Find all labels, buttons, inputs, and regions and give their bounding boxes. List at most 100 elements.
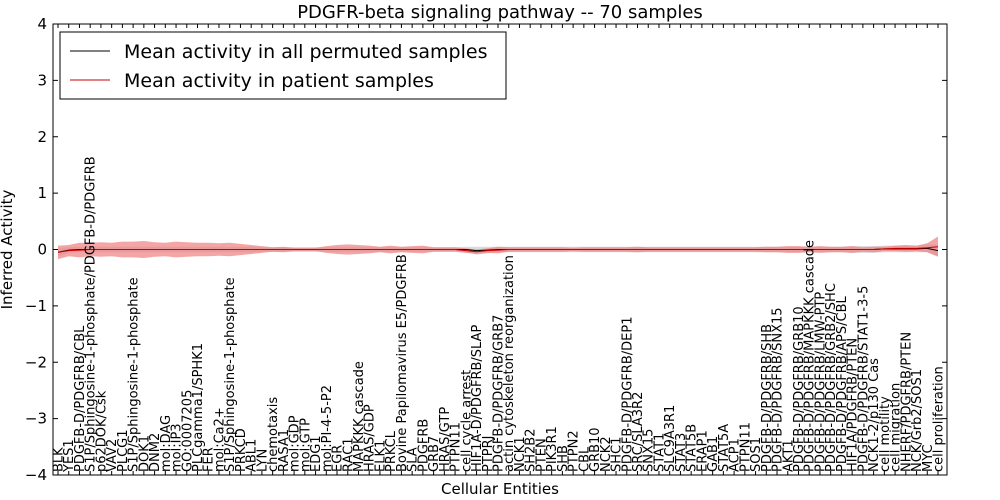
x-tick-label: S1P/Sphingosine-1-phosphate: [127, 277, 142, 472]
x-tick-label: STAT3: [674, 433, 689, 472]
x-tick-label: STAT5B: [685, 424, 700, 472]
patient-mean-line: [57, 246, 939, 253]
x-tick-label: cell motility: [878, 396, 893, 472]
x-tick-label: LYN: [255, 449, 270, 472]
x-tick-label: PDGFB-D/PDGFRB/GRB2/SHC: [824, 283, 839, 472]
x-tick-label: p62DOK/Csk: [94, 390, 109, 472]
x-tick-label: PDGFB-D/PDGFRB/LMW-PTP: [814, 292, 829, 472]
x-tick-label: PDGFB-D/PDGFRB/MAPKKK cascade: [803, 240, 818, 472]
x-tick-label: NCK1-2/p130 Cas: [867, 358, 882, 472]
x-tick-label: MYC: [921, 444, 936, 472]
x-tick-label: STAT5A: [717, 424, 732, 472]
x-tick-label: SLA: [406, 447, 421, 472]
x-tick-label: GO:0007205: [180, 390, 195, 472]
x-tick-label: S1P/Sphingosine-1-phosphate/PDGFB-D/PDGF…: [84, 156, 99, 472]
x-tick-label: PDGFB-D/PDGFRB/DEP1: [620, 317, 635, 472]
x-tick-label: ABL1: [245, 439, 260, 472]
x-tick-label: HIF1A-D/PDGFRB/SLAP: [470, 325, 485, 472]
x-axis: BLKYES1PDGFB-D/PDGFRB/CBLS1P/Sphingosine…: [52, 24, 947, 475]
x-tick-label: ACP1: [728, 438, 743, 472]
x-tick-label: actin cytoskeleton reorganization: [502, 255, 517, 472]
x-tick-label: ERAP1: [695, 430, 710, 472]
x-tick-label: PDGFB-D/PDGFRB/GRB10: [792, 306, 807, 472]
x-tick-label: cell cycle arrest: [459, 370, 474, 472]
x-tick-label: NHERF/PDGFRB/PTEN: [899, 332, 914, 472]
x-tick-label: PDGFB-D/PDGFRB/SHB: [760, 324, 775, 472]
x-tick-label: S1P/Sphingosine-1-phosphate: [223, 277, 238, 472]
x-tick-label: NCK2: [599, 436, 614, 472]
x-tick-label: EDG1: [309, 435, 324, 472]
y-tick-label: 0: [37, 241, 47, 259]
x-tick-label: NCK1: [513, 436, 528, 472]
x-tick-label: PTPN11: [738, 422, 753, 472]
x-tick-label: PLCG1: [116, 429, 131, 472]
x-tick-label: EGR: [331, 445, 346, 472]
x-tick-label: PLCgamma1/SPHK1: [191, 343, 206, 472]
y-tick-label: 1: [37, 184, 47, 202]
x-tick-label: MAPKKK cascade: [352, 361, 367, 472]
y-tick-label: 3: [37, 71, 47, 89]
x-tick-label: SNX15: [642, 429, 657, 472]
x-tick-label: mol:GDP: [288, 415, 303, 472]
x-tick-label: BLK: [52, 447, 67, 472]
x-tick-label: Bovine Papilomavirus E5/PDGFRB: [395, 254, 410, 472]
x-tick-label: SOS1: [749, 437, 764, 472]
x-tick-label: STAT1: [653, 433, 668, 472]
x-tick-label: PTPN11: [449, 422, 464, 472]
x-tick-label: DOK1: [137, 435, 152, 472]
chart-title: PDGFR-beta signaling pathway -- 70 sampl…: [297, 2, 703, 23]
x-tick-label: SRC/SLA3R2: [631, 392, 646, 472]
x-tick-label: cell proliferation: [932, 366, 947, 472]
x-tick-label: ELK1: [374, 440, 389, 472]
x-tick-label: PIK3R1: [545, 426, 560, 472]
x-tick-label: chemotaxis: [266, 397, 281, 472]
x-tick-label: VAV2: [105, 439, 120, 472]
x-tick-label: PDGFB-D/PDGFRB/STAT1-3-5: [856, 286, 871, 472]
x-tick-label: YES1: [62, 439, 77, 473]
x-tick-label: cell migration: [889, 383, 904, 472]
x-tick-label: mol:DAG: [159, 415, 174, 472]
x-tick-label: FER: [202, 447, 217, 472]
x-tick-label: PDGFB-D/PDGFRB/CBL: [73, 325, 88, 472]
x-tick-label: HRAS/GDP: [363, 404, 378, 472]
x-tick-label: mol:GTP: [298, 418, 313, 472]
y-tick-label: −3: [25, 410, 47, 428]
x-axis-label: Cellular Entities: [441, 480, 559, 498]
x-tick-label: PDGFB-D/PDGFRB/GRB7: [492, 315, 507, 472]
y-axis: −4 −3 −2 −1 0 1 2 3 4: [25, 15, 947, 484]
y-tick-label: 2: [37, 128, 47, 146]
x-tick-label: PDGFB-D/PDGFRB/SNX15: [771, 307, 786, 472]
x-tick-label: PTPN2: [567, 430, 582, 472]
x-tick-label: PTPRJ: [481, 436, 496, 473]
x-tick-label: HRAS/GTP: [438, 407, 453, 472]
x-tick-label: GRB7: [427, 436, 442, 472]
x-tick-label: mol:IP3: [170, 423, 185, 472]
legend: Mean activity in all permuted samples Me…: [59, 31, 507, 100]
x-tick-label: SHB: [556, 445, 571, 472]
patient-band: [58, 236, 938, 260]
x-tick-label: GAB1: [706, 436, 721, 472]
x-tick-label: PRKCD: [234, 428, 249, 472]
x-tick-label: HIF1A/PDGFRB/PTEN: [846, 338, 861, 472]
x-tick-label: GRB10: [588, 427, 603, 472]
x-tick-label: RASA1: [277, 429, 292, 472]
y-tick-label: −4: [25, 466, 47, 484]
y-tick-label: −1: [25, 297, 47, 315]
series-lines: [57, 246, 939, 253]
x-tick-label: DNM2: [148, 433, 163, 472]
y-tick-label: 4: [37, 15, 47, 33]
x-tick-label: RAC1: [341, 437, 356, 472]
x-tick-label: PTEN: [534, 438, 549, 472]
x-tick-label: AKT1: [781, 439, 796, 472]
x-tick-label: SHC1: [610, 437, 625, 472]
x-tick-label: SH2B2: [524, 429, 539, 473]
x-tick-label: NCK/Grb2/SOS1: [910, 369, 925, 472]
legend-box: [59, 31, 507, 100]
x-tick-label: mol:Ca2+: [213, 407, 228, 472]
y-tick-label: −2: [25, 353, 47, 371]
x-tick-label: PRKCL: [384, 430, 399, 472]
x-tick-label: CBL: [577, 446, 592, 472]
y-axis-label: Inferred Activity: [0, 189, 16, 309]
x-tick-label: PDGFRB: [416, 419, 431, 472]
